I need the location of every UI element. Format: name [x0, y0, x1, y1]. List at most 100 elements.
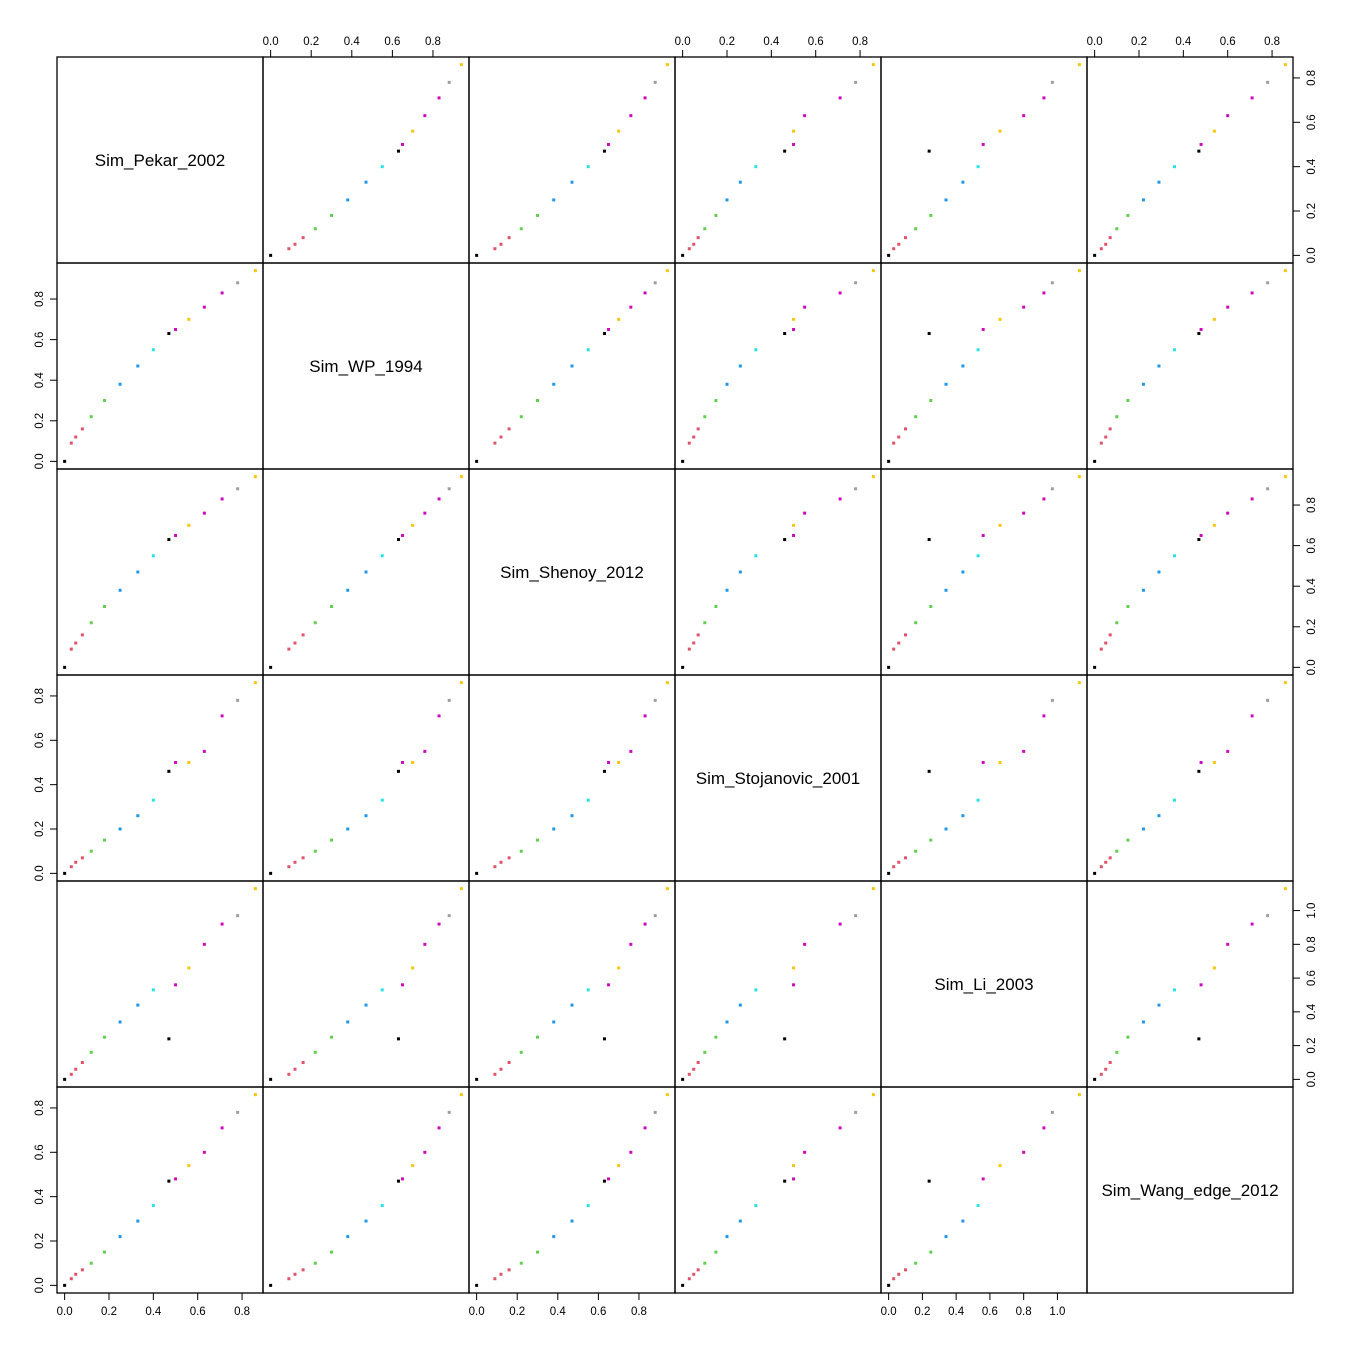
data-point — [536, 1035, 539, 1039]
data-point — [437, 714, 441, 718]
variable-label-1: Sim_WP_1994 — [309, 357, 422, 376]
y-tick-label: 0.6 — [1306, 970, 1318, 986]
data-point — [792, 129, 796, 133]
panel-3-1 — [262, 674, 470, 882]
data-point — [838, 96, 842, 100]
y-tick-label: 0.6 — [34, 332, 46, 348]
data-point — [552, 827, 556, 831]
data-point — [976, 165, 980, 169]
data-point — [301, 1060, 305, 1064]
variable-label-4: Sim_Li_2003 — [934, 975, 1033, 994]
data-point — [792, 983, 796, 987]
data-point — [1077, 681, 1081, 685]
data-point — [293, 1272, 297, 1276]
data-point — [998, 523, 1002, 527]
data-point — [151, 554, 155, 558]
data-point — [725, 382, 729, 386]
data-point — [681, 665, 685, 669]
data-point — [1099, 647, 1103, 651]
data-point — [253, 269, 257, 273]
data-point — [1077, 269, 1081, 273]
data-point — [754, 348, 758, 352]
data-point — [692, 435, 696, 439]
data-point — [536, 1250, 539, 1254]
diagonal-labels: Sim_Pekar_2002 Sim_WP_1994 Sim_Shenoy_2012… — [95, 151, 1279, 1200]
data-point — [103, 399, 107, 402]
data-point — [998, 129, 1002, 133]
data-point — [871, 269, 875, 273]
data-point — [803, 1150, 807, 1154]
data-point — [401, 1177, 405, 1181]
data-point — [63, 871, 67, 875]
data-point — [1266, 80, 1270, 84]
data-point — [665, 269, 669, 273]
data-point — [396, 1037, 400, 1041]
data-point — [1283, 887, 1287, 891]
data-point — [854, 1110, 858, 1114]
data-point — [1093, 665, 1097, 669]
y-tick-label: 0.4 — [1306, 1003, 1318, 1020]
data-point — [617, 129, 621, 133]
data-point — [475, 459, 479, 463]
y-tick-label: 0.4 — [1306, 158, 1318, 175]
data-point — [665, 681, 669, 685]
data-point — [346, 1235, 350, 1239]
data-point — [301, 856, 305, 860]
data-point — [944, 198, 948, 202]
data-point — [167, 1037, 171, 1041]
x-tick-label: 0.4 — [145, 1306, 162, 1318]
x-tick-label: 0.8 — [425, 36, 441, 48]
data-point — [364, 1219, 368, 1223]
data-point — [552, 1235, 556, 1239]
y-tick-label: 0.8 — [34, 291, 46, 307]
data-point — [80, 633, 84, 637]
y-tick-label: 1.0 — [1306, 903, 1318, 919]
data-point — [643, 96, 647, 100]
data-point — [411, 966, 415, 970]
data-point — [103, 1035, 107, 1039]
x-tick-label: 0.4 — [1175, 36, 1192, 48]
x-tick-label: 0.0 — [675, 36, 691, 48]
data-point — [1266, 487, 1270, 491]
data-point — [346, 588, 350, 592]
panel-2-4 — [880, 468, 1088, 676]
data-point — [887, 459, 891, 463]
data-point — [696, 427, 700, 431]
data-point — [396, 538, 400, 542]
data-point — [1108, 236, 1112, 240]
data-point — [423, 114, 427, 118]
data-point — [411, 760, 415, 764]
data-point — [944, 827, 948, 831]
data-point — [692, 641, 696, 645]
data-point — [687, 441, 691, 445]
y-tick-label: 0.2 — [1306, 619, 1318, 635]
scatter-points — [63, 63, 1287, 1287]
y-tick-label: 0.6 — [1306, 114, 1318, 130]
data-point — [981, 327, 985, 331]
data-point — [253, 475, 257, 479]
data-point — [80, 427, 84, 431]
data-point — [998, 317, 1002, 321]
data-point — [586, 988, 590, 992]
data-point — [401, 533, 405, 537]
data-point — [570, 1219, 574, 1223]
data-point — [74, 1067, 78, 1071]
data-point — [665, 1093, 669, 1097]
data-point — [1104, 435, 1108, 439]
data-point — [1042, 714, 1046, 718]
data-point — [665, 63, 669, 67]
panel-4-1 — [262, 880, 470, 1088]
data-point — [1099, 441, 1103, 445]
data-point — [653, 914, 657, 918]
data-point — [1141, 588, 1145, 592]
panel-2-0 — [56, 468, 264, 676]
data-point — [1022, 1150, 1026, 1154]
data-point — [854, 281, 858, 285]
data-point — [493, 865, 497, 869]
data-point — [380, 988, 384, 992]
x-tick-label: 0.6 — [1220, 36, 1236, 48]
data-point — [681, 1283, 685, 1287]
data-point — [754, 988, 758, 992]
data-point — [976, 798, 980, 802]
data-point — [1104, 641, 1108, 645]
